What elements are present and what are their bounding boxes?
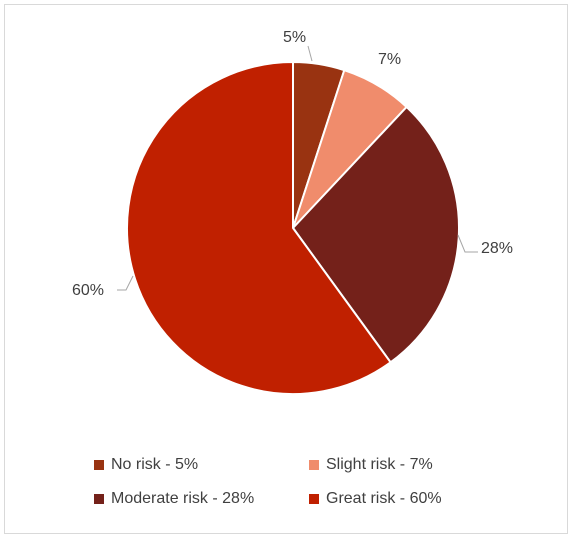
legend-item-great-risk: Great risk - 60% [309, 490, 442, 508]
data-labels: 5% 7% 28% 60% [72, 29, 513, 299]
data-label-slight-risk: 7% [378, 51, 401, 68]
legend-item-no-risk: No risk - 5% [94, 456, 309, 474]
pie-slice-great-risk [126, 61, 392, 395]
legend-item-moderate-risk: Moderate risk - 28% [94, 490, 309, 508]
legend-label-moderate-risk: Moderate risk - 28% [111, 489, 255, 507]
legend-swatch-great-risk [309, 493, 319, 504]
legend-swatch-no-risk [94, 459, 104, 470]
legend-label-great-risk: Great risk - 60% [326, 489, 442, 507]
data-label-moderate-risk: 28% [481, 240, 513, 257]
leader-line-moderate-risk [457, 234, 478, 253]
legend-row: Moderate risk - 28% Great risk - 60% [94, 486, 514, 511]
legend-label-no-risk: No risk - 5% [111, 455, 199, 473]
data-label-no-risk: 5% [283, 29, 306, 46]
leader-line-great-risk [117, 275, 134, 291]
legend-row: No risk - 5% Slight risk - 7% [94, 452, 514, 477]
chart-legend: No risk - 5% Slight risk - 7% Moderate r… [94, 452, 514, 520]
legend-swatch-moderate-risk [94, 493, 104, 504]
legend-swatch-slight-risk [309, 459, 319, 470]
pie-slice-moderate-risk [292, 105, 460, 364]
leader-line-no-risk [307, 45, 313, 62]
data-label-great-risk: 60% [72, 282, 104, 299]
legend-item-slight-risk: Slight risk - 7% [309, 456, 433, 474]
legend-label-slight-risk: Slight risk - 7% [326, 455, 433, 473]
leader-lines [117, 45, 478, 291]
pie-slices [126, 61, 460, 395]
